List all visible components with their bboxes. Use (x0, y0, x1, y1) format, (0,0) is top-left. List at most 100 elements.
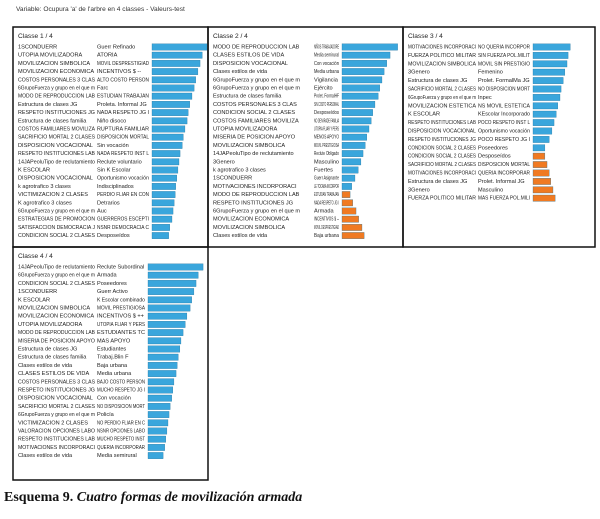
bar (532, 161, 548, 168)
variable-label: 14JAPeoluTipo de reclutamiento (18, 159, 95, 165)
category-label: Poseedores (478, 145, 508, 151)
variable-label: Clases estilos de vida (18, 453, 73, 459)
category-label: Oportunismo vocación (478, 128, 530, 134)
panel-title: Classe 3 / 4 (408, 33, 443, 40)
category-label: Armada (314, 208, 334, 214)
bar (341, 101, 376, 108)
category-label: MAS APOYO (97, 338, 131, 344)
category-label: Reclute voluntario (97, 159, 142, 165)
bar (532, 144, 546, 152)
bar (147, 296, 192, 304)
category-label: Oportunismo vocación (97, 176, 149, 182)
variable-label: K agrotrafico 3 clases (18, 200, 72, 206)
bar (532, 127, 553, 135)
variable-label: k agrotrafico 3 clases (213, 167, 266, 173)
category-label: Armada (97, 273, 117, 279)
bar (532, 77, 564, 84)
variable-label: FUERZA POLITICO MILITAR (408, 196, 476, 202)
bar (151, 125, 186, 133)
category-label: Detrarios (97, 200, 120, 206)
bar (532, 60, 568, 68)
bar (147, 288, 195, 295)
variable-label: MOTIVACIONES INCORPORACI (213, 184, 297, 190)
bar (151, 166, 179, 174)
bar (151, 215, 173, 223)
category-label: MOVIL DESPRESTIGIAD (314, 225, 339, 231)
bar (147, 362, 178, 369)
bar (151, 76, 196, 84)
variable-label: DISPOSICION VOCACIONAL (18, 143, 93, 149)
bar (147, 280, 197, 287)
category-label: INCENTIVOS $ -- (97, 69, 141, 75)
category-label: Auc (97, 208, 107, 214)
bar (151, 101, 190, 108)
bar (151, 150, 181, 157)
bar (341, 84, 380, 92)
category-label: SIN COSTO PERSONAL (314, 102, 339, 108)
bar (151, 158, 180, 166)
category-label: Policía (97, 412, 115, 418)
variable-label: 3Genero (408, 187, 430, 193)
bar (147, 427, 168, 435)
bar (532, 85, 562, 93)
bar (151, 51, 203, 59)
variable-label: K ESCOLAR (18, 167, 50, 173)
bar (151, 142, 183, 149)
category-label: Masculino (478, 187, 503, 193)
bar (147, 444, 165, 451)
variable-label: Estructura de clases JG (18, 346, 77, 352)
variable-label: CLASES ESTILOS DE VIDA (213, 53, 284, 59)
bar (341, 224, 363, 231)
variable-label: MODO DE REPRODUCCION LAB (213, 44, 300, 50)
bar (532, 52, 569, 59)
bar (532, 110, 557, 118)
category-label: ESTUDIANTES TC (97, 330, 145, 336)
bar (532, 136, 550, 143)
category-label: PERDIO FLIAR EN CON (97, 192, 149, 198)
bar (147, 452, 164, 459)
category-label: Ejército (314, 85, 333, 91)
bar (147, 435, 166, 443)
variable-label: MOVILIZACION SIMBOLICA (213, 225, 285, 231)
panel-title: Classe 4 / 4 (18, 253, 53, 260)
bar (341, 133, 367, 141)
bar (151, 117, 188, 125)
category-label: DISPOSICION MORTAL (478, 162, 530, 168)
bar (147, 337, 182, 345)
variable-label: CONDICION SOCIAL 2 CLASES (18, 281, 95, 287)
category-label: Reclute Subordinal (97, 264, 144, 270)
variable-label: 6GrupoFuerza y grupo en el que m (213, 208, 300, 214)
variable-label: MODO DE REPRODUCCION LAB (18, 330, 95, 336)
variable-label: ESTRATEGIAS DE PROMOCION (18, 217, 95, 223)
bar (147, 419, 169, 427)
variable-label: Estructura de clases familia (18, 118, 87, 124)
bar (147, 321, 186, 328)
caption: Esquema 9. Cuatro formas de movilización… (4, 490, 302, 505)
variable-label: SACRIFICIO MORTAL 2 CLASES (18, 135, 95, 141)
category-label: Media semirural (97, 453, 137, 459)
variable-label: 6GrupoFuerza y grupo en el que m (18, 208, 95, 214)
variable-label: RESPETO INSTITUCIONES LAB (18, 151, 95, 157)
bar (532, 68, 566, 76)
category-label: MOVIL SIN PRESTIGIO (478, 61, 531, 67)
category-label: Guerr Activo (97, 289, 128, 295)
category-label: Con vocación (314, 61, 339, 67)
category-label: Con vocación (97, 396, 131, 402)
bar (341, 174, 356, 182)
bar (341, 199, 353, 207)
category-label: DISPOSICION MORTAL (97, 135, 149, 141)
bar (147, 378, 175, 386)
variable-label: CONDICION SOCIAL 2 CLASES (213, 110, 295, 116)
bar (341, 76, 383, 84)
bar (151, 84, 195, 92)
bar (341, 150, 364, 157)
variable-label: RESPETO INSTITUCIONES JG (18, 110, 95, 116)
variable-label: DISPOSICION VOCACIONAL (18, 396, 93, 402)
category-label: Vigilancia (314, 77, 339, 83)
category-label: ESTUDIAN TRABAJAN (314, 192, 339, 198)
panel-frame (12, 246, 209, 481)
category-label: MENOS APOYO (314, 135, 339, 141)
variable-label: 14JAPeoluTipo de reclutamiento (213, 151, 294, 157)
bar (147, 403, 171, 410)
variable-label: COSTOS PERSONALES 3 CLAS (18, 77, 95, 83)
